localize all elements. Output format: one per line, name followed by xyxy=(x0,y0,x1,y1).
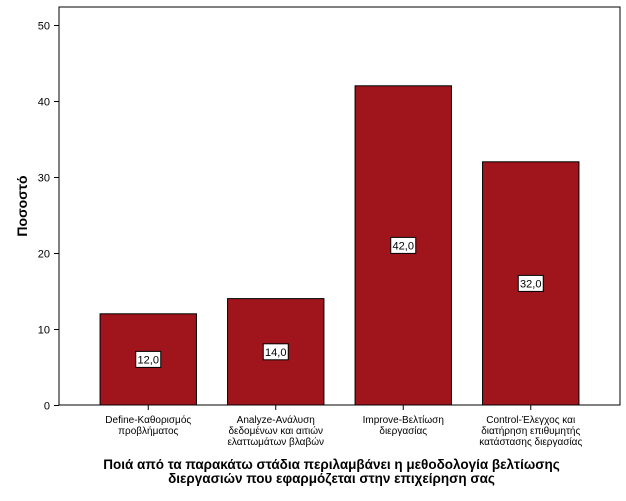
data-label-text: 32,0 xyxy=(520,278,541,290)
y-tick-label: 0 xyxy=(44,401,50,413)
x-axis-label: Ποιά από τα παρακάτω στάδια περιλαμβάνει… xyxy=(103,457,559,486)
x-axis: Define-Καθορισμός προβλήματος Analyze-Ανάλ… xyxy=(105,405,582,448)
data-label-text: 12,0 xyxy=(138,354,159,366)
x-tick-label: Improve-Βελτίωση διεργασίας xyxy=(363,414,444,437)
data-label: 32,0 xyxy=(517,274,544,292)
plot-border xyxy=(58,6,621,406)
data-label: 42,0 xyxy=(390,236,417,254)
x-tick-label: Control-Έλεγχος και διατήρηση επιθυμητής κ… xyxy=(479,415,582,448)
y-tick-label: 30 xyxy=(38,173,50,185)
data-label-box xyxy=(390,236,417,254)
data-label-text: 42,0 xyxy=(393,240,414,252)
bars xyxy=(99,85,580,406)
data-label-box xyxy=(517,274,544,292)
y-tick-label: 10 xyxy=(38,325,50,337)
y-tick-label: 40 xyxy=(38,97,50,109)
x-axis-label-line: διεργασιών που εφαρμόζεται στην επιχείρη… xyxy=(168,471,495,486)
x-axis-label-line: Ποιά από τα παρακάτω στάδια περιλαμβάνει… xyxy=(103,457,559,472)
y-axis-label: Ποσοστό xyxy=(14,175,30,236)
x-tick-label: Analyze-Ανάλυση δεδομένων και αιτιών ελαττ… xyxy=(227,414,324,448)
x-tick-label: Define-Καθορισμός προβλήματος xyxy=(105,414,191,437)
data-labels: 12,0 14,0 42,0 32,0 xyxy=(135,236,544,368)
y-tick-label: 20 xyxy=(38,249,50,261)
data-label: 14,0 xyxy=(262,343,289,361)
plot-frame xyxy=(58,6,621,406)
y-tick-label: 50 xyxy=(38,21,50,33)
data-label: 12,0 xyxy=(135,350,162,368)
data-label-box xyxy=(135,350,162,368)
data-label-box xyxy=(262,343,289,361)
y-axis: 0 10 20 30 40 50 xyxy=(38,21,59,413)
data-label-text: 14,0 xyxy=(265,347,286,359)
